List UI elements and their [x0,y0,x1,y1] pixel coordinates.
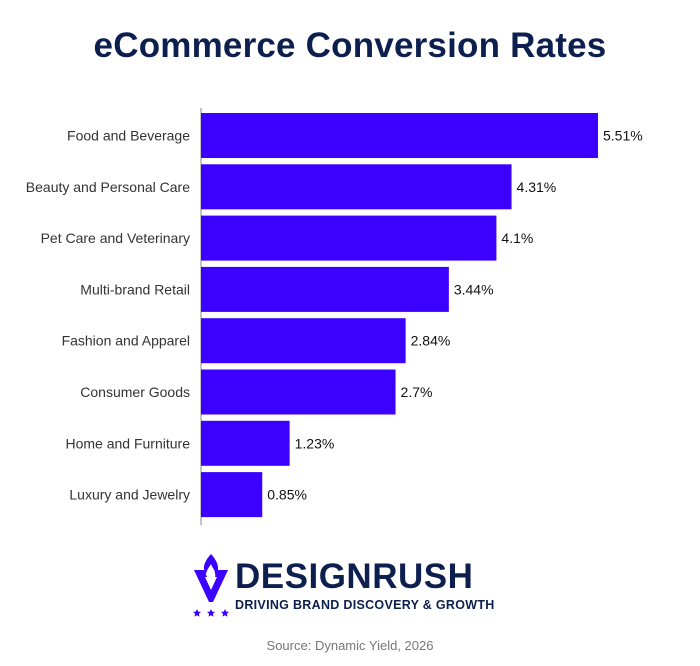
category-label: Pet Care and Veterinary [41,230,190,246]
category-labels: Food and Beverage Beauty and Personal Car… [26,128,190,503]
bar-0 [201,113,598,158]
bar-4 [201,318,406,364]
bar-2 [201,215,497,261]
bar-5 [201,369,396,415]
value-label: 2.84% [411,333,451,349]
category-label: Food and Beverage [67,128,190,144]
category-label: Multi-brand Retail [80,281,190,297]
bar-chart: Food and Beverage Beauty and Personal Car… [26,108,643,526]
chart-title: eCommerce Conversion Rates [93,26,607,65]
value-label: 4.31% [517,179,557,195]
category-label: Consumer Goods [80,384,190,400]
value-labels: 5.51% 4.31% 4.1% 3.44% 2.84% 2.7% 1.23% 0.85% [267,128,642,503]
category-label: Beauty and Personal Care [26,179,190,195]
source-note: Source: Dynamic Yield, 2026 [266,638,434,653]
value-label: 0.85% [267,487,307,503]
brand-name: DESIGNRUSH [235,557,474,596]
value-label: 1.23% [295,435,335,451]
bar-7 [201,472,263,518]
bar-1 [201,164,512,210]
category-label: Fashion and Apparel [62,333,190,349]
category-label: Home and Furniture [65,435,190,451]
value-label: 4.1% [501,230,533,246]
value-label: 5.51% [603,128,643,144]
bar-3 [201,266,449,312]
bar-6 [201,420,290,466]
category-label: Luxury and Jewelry [69,487,190,503]
designrush-logo: DESIGNRUSH DRIVING BRAND DISCOVERY & GRO… [190,552,520,618]
brand-tagline: DRIVING BRAND DISCOVERY & GROWTH [235,598,495,612]
designrush-torch-icon [193,554,229,617]
bars-group [201,113,598,518]
value-label: 3.44% [454,281,494,297]
value-label: 2.7% [401,384,433,400]
